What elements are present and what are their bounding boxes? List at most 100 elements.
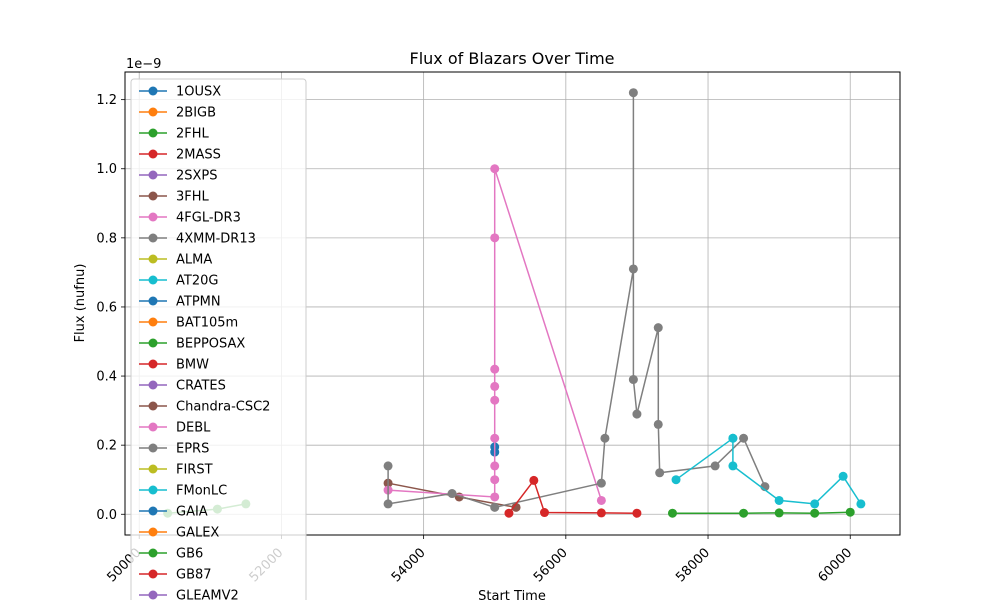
- data-point: [655, 468, 665, 478]
- x-tick-label: 54000: [389, 545, 429, 585]
- y-tick-label: 1.2: [96, 93, 117, 108]
- data-point: [490, 461, 500, 471]
- legend-label: 4XMM-DR13: [176, 232, 256, 247]
- data-point: [490, 233, 500, 243]
- x-axis-label: Start Time: [478, 589, 546, 600]
- legend-entry: FMonLC: [139, 484, 227, 499]
- legend-label: FMonLC: [176, 484, 227, 499]
- legend-label: FIRST: [176, 463, 213, 478]
- legend-marker: [148, 338, 158, 348]
- legend-marker: [148, 527, 158, 537]
- data-point: [739, 433, 749, 443]
- y-axis-offset-text: 1e−9: [126, 57, 161, 72]
- data-point: [774, 508, 784, 518]
- legend-marker: [148, 275, 158, 285]
- data-point: [856, 499, 866, 509]
- legend-marker: [148, 569, 158, 579]
- legend-marker: [148, 401, 158, 411]
- data-point: [710, 461, 720, 471]
- data-point: [490, 433, 500, 443]
- legend-entry: GB87: [139, 568, 212, 583]
- legend-marker: [148, 443, 158, 453]
- data-point: [728, 433, 738, 443]
- series-BEPPOSAX: [667, 507, 855, 518]
- data-point: [490, 164, 500, 174]
- legend-marker: [148, 254, 158, 264]
- legend-entry: GAIA: [139, 505, 208, 520]
- data-point: [600, 433, 610, 443]
- legend-entry: 2MASS: [139, 148, 221, 163]
- legend-entry: FIRST: [139, 463, 213, 478]
- series-FMonLC: [671, 433, 738, 485]
- data-point: [383, 499, 393, 509]
- legend-entry: 2SXPS: [139, 169, 218, 184]
- x-tick-label: 56000: [531, 545, 571, 585]
- series-AT20G: [728, 433, 866, 509]
- legend-entry: 4FGL-DR3: [139, 211, 241, 226]
- data-point: [511, 502, 521, 512]
- data-point: [447, 489, 457, 499]
- data-point: [490, 502, 500, 512]
- data-point: [596, 478, 606, 488]
- legend-marker: [148, 506, 158, 516]
- legend-label: GALEX: [176, 526, 219, 541]
- legend-label: ATPMN: [176, 295, 221, 310]
- legend-marker: [148, 170, 158, 180]
- legend-marker: [148, 212, 158, 222]
- legend-label: ALMA: [176, 253, 212, 268]
- legend-label: GLEAMV2: [176, 589, 239, 600]
- data-point: [490, 492, 500, 502]
- series-BMW: [504, 475, 642, 518]
- data-point: [632, 508, 642, 518]
- data-point: [810, 508, 820, 518]
- data-point: [383, 461, 393, 471]
- legend-box: [130, 78, 307, 600]
- legend-entry: BMW: [139, 358, 209, 373]
- data-point: [845, 507, 855, 517]
- legend-marker: [148, 317, 158, 327]
- legend-label: 3FHL: [176, 190, 210, 205]
- legend-entry: BEPPOSAX: [139, 337, 245, 352]
- data-point: [632, 409, 642, 419]
- series-4FGL-DR3: [383, 164, 606, 505]
- legend-label: BEPPOSAX: [176, 337, 245, 352]
- legend-label: GB6: [176, 547, 203, 562]
- legend-entry: Chandra-CSC2: [139, 400, 270, 415]
- y-tick-label: 0.0: [96, 508, 117, 523]
- legend-marker: [148, 380, 158, 390]
- data-point: [667, 508, 677, 518]
- legend-label: GB87: [176, 568, 212, 583]
- legend-label: CRATES: [176, 379, 226, 394]
- data-point: [490, 364, 500, 374]
- legend-label: 2FHL: [176, 127, 210, 142]
- legend-entry: 2FHL: [139, 127, 210, 142]
- legend-label: GAIA: [176, 505, 208, 520]
- legend-entry: GB6: [139, 547, 203, 562]
- data-point: [490, 395, 500, 405]
- data-point: [671, 475, 681, 485]
- data-point: [596, 508, 606, 518]
- legend-label: AT20G: [176, 274, 218, 289]
- legend-marker: [148, 359, 158, 369]
- legend-marker: [148, 233, 158, 243]
- legend-marker: [148, 548, 158, 558]
- legend-entry: 2BIGB: [139, 106, 216, 121]
- legend-marker: [148, 107, 158, 117]
- data-point: [838, 471, 848, 481]
- y-tick-label: 1.0: [96, 162, 117, 177]
- y-tick-label: 0.6: [96, 300, 117, 315]
- legend-entry: DEBL: [139, 421, 211, 436]
- data-point: [539, 508, 549, 518]
- legend-entry: ALMA: [139, 253, 212, 268]
- legend-entry: GALEX: [139, 526, 219, 541]
- series-line: [387, 92, 766, 509]
- x-tick-label: 60000: [815, 545, 855, 585]
- legend-label: 1OUSX: [176, 85, 221, 100]
- legend-marker: [148, 464, 158, 474]
- legend-entry: 4XMM-DR13: [139, 232, 256, 247]
- legend-entry: BAT105m: [139, 316, 238, 331]
- legend-label: BMW: [176, 358, 209, 373]
- legend-label: 2MASS: [176, 148, 221, 163]
- series-line: [388, 168, 603, 501]
